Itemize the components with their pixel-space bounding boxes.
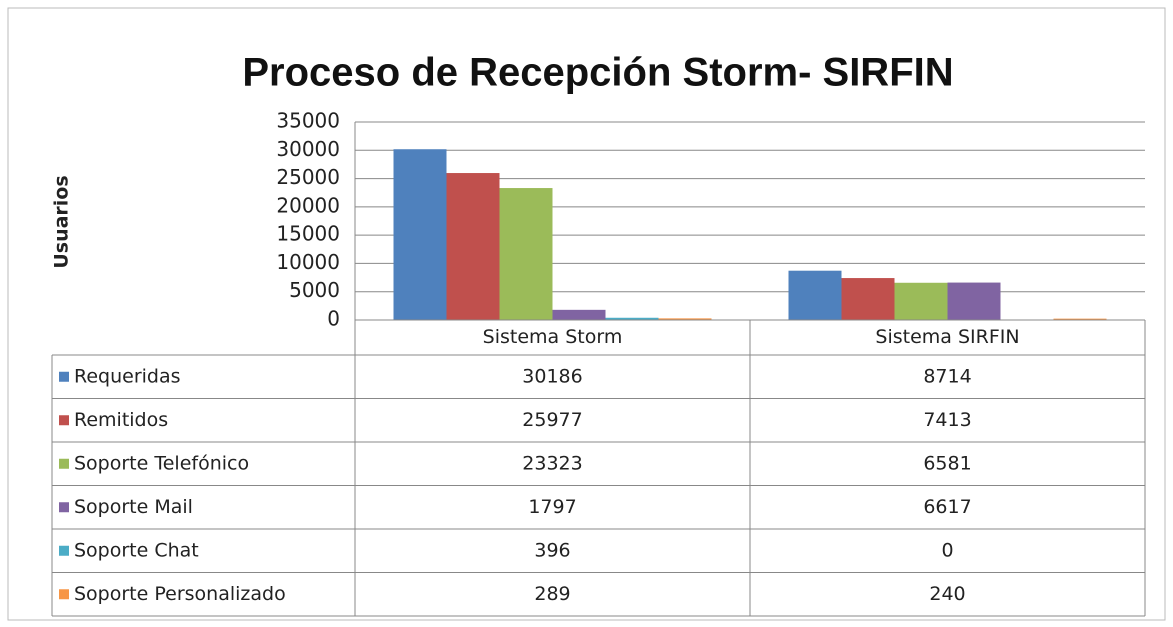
bar	[788, 270, 842, 320]
legend-label: Soporte Mail	[74, 496, 193, 518]
table-value: 7413	[923, 409, 971, 431]
table-value: 396	[534, 539, 570, 561]
legend-label: Soporte Personalizado	[74, 583, 286, 605]
y-tick-label: 35000	[276, 109, 340, 133]
y-tick-label: 5000	[289, 278, 340, 302]
legend-key	[59, 545, 69, 556]
legend-label: Requeridas	[74, 365, 181, 387]
bar	[552, 309, 606, 320]
y-tick-label: 15000	[276, 222, 340, 246]
bar	[894, 282, 948, 320]
bar	[499, 188, 553, 320]
bar	[605, 317, 659, 320]
legend-key	[59, 415, 69, 426]
table-value: 240	[929, 583, 965, 605]
y-tick-label: 20000	[276, 193, 340, 217]
y-tick-label: 0	[327, 307, 340, 331]
y-axis-label: Usuarios	[51, 175, 73, 268]
table-value: 0	[941, 539, 953, 561]
legend-key	[59, 502, 69, 513]
bar	[1053, 318, 1107, 320]
table-value: 289	[534, 583, 570, 605]
bar	[947, 282, 1001, 320]
bar	[446, 173, 500, 320]
table-value: 23323	[522, 452, 582, 474]
legend-label: Soporte Telefónico	[74, 452, 249, 474]
legend-label: Soporte Chat	[74, 539, 199, 561]
x-tick-label: Sistema SIRFIN	[875, 326, 1019, 348]
table-value: 25977	[522, 409, 582, 431]
y-tick-label: 10000	[276, 250, 340, 274]
table-value: 6581	[923, 452, 971, 474]
legend-key	[59, 371, 69, 382]
table-value: 1797	[528, 496, 576, 518]
legend-key	[59, 458, 69, 469]
legend-label: Remitidos	[74, 409, 168, 431]
bar	[658, 318, 712, 320]
table-value: 6617	[923, 496, 971, 518]
y-tick-label: 30000	[276, 137, 340, 161]
bar	[393, 149, 447, 320]
table-value: 30186	[522, 365, 582, 387]
chart-title: Proceso de Recepción Storm- SIRFIN	[242, 51, 953, 95]
legend-key	[59, 589, 69, 600]
bar	[841, 278, 895, 320]
table-value: 8714	[923, 365, 971, 387]
x-tick-label: Sistema Storm	[483, 326, 623, 348]
y-tick-label: 25000	[276, 165, 340, 189]
